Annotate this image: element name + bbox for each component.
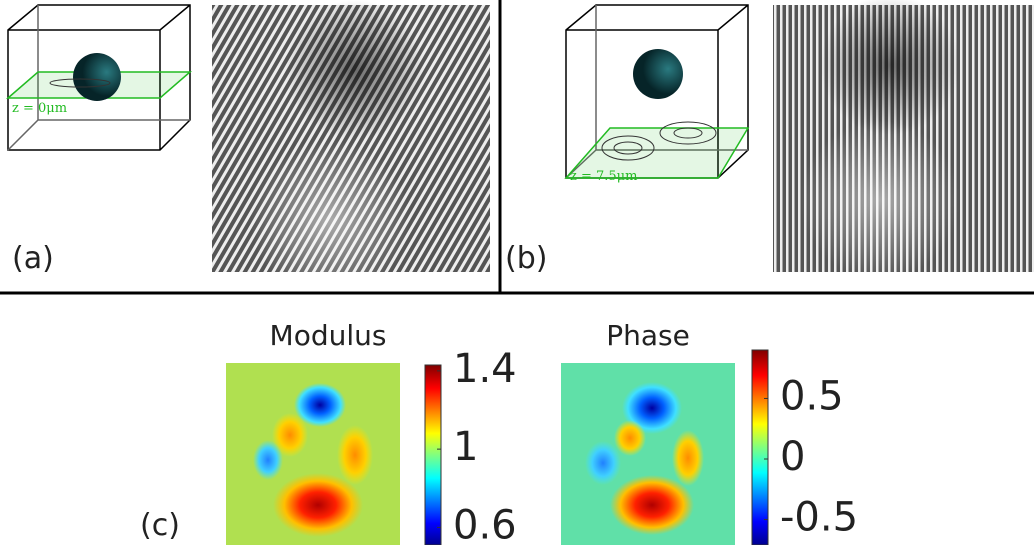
- panel-a: z = 0μm (a): [8, 0, 490, 300]
- colorbar-tick-label: 1: [453, 424, 478, 470]
- plane-label: z = 0μm: [12, 101, 67, 116]
- colorbar-tick-label: 1.4: [453, 346, 517, 392]
- colorbar: [425, 365, 441, 545]
- plane-label: z = 7.5μm: [570, 169, 637, 184]
- panel-label: (a): [12, 241, 54, 276]
- colorbar-tick-label: -0.5: [780, 495, 858, 541]
- panel-b: z = 7.5μm (b): [505, 0, 1034, 280]
- figure: z = 0μm (a) z = 7.5μm (b) (c) Modulus Ph…: [0, 0, 1034, 545]
- map-title: Modulus: [270, 319, 387, 352]
- map-title: Phase: [606, 319, 690, 352]
- colorbar-tick-label: 0.5: [780, 373, 844, 419]
- colorbar-tick-label: 0: [780, 434, 805, 480]
- colorbar-tick-label: 0.6: [453, 502, 517, 545]
- panel-label: (c): [140, 508, 180, 543]
- panel-label: (b): [505, 241, 547, 276]
- colorbar: [752, 350, 768, 545]
